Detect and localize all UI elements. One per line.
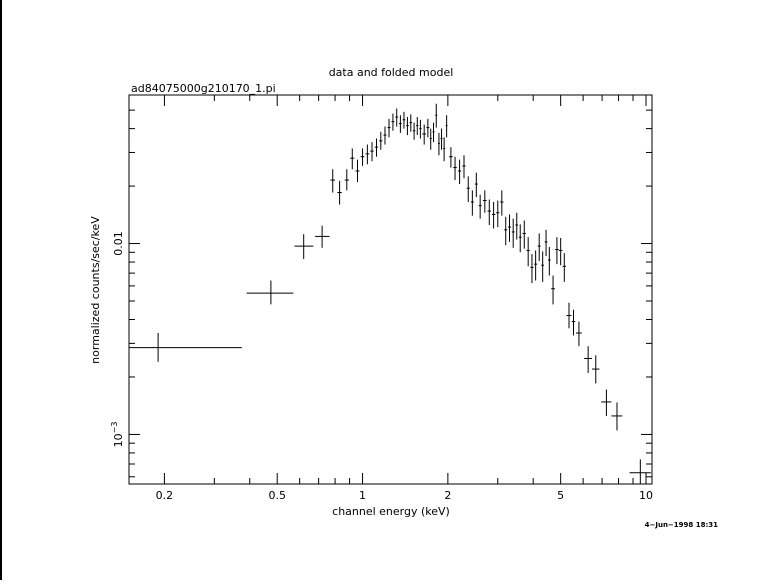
data-point — [294, 234, 314, 259]
data-point — [547, 246, 551, 276]
x-tick-label: 5 — [557, 489, 564, 502]
data-point — [629, 459, 651, 484]
y-axis-label: normalized counts/sec/keV — [89, 216, 102, 364]
data-point — [246, 280, 294, 305]
data-point — [526, 237, 530, 267]
data-point — [453, 156, 457, 181]
data-point — [555, 237, 559, 265]
data-point — [412, 122, 416, 140]
data-point — [330, 169, 336, 193]
data-point — [511, 218, 515, 248]
data-point — [466, 176, 470, 203]
data-point — [515, 212, 519, 240]
x-tick-label: 1 — [359, 489, 366, 502]
axis-ticks — [129, 95, 652, 484]
data-point — [445, 115, 448, 138]
timestamp: 4−Jun−1998 18:31 — [645, 521, 719, 529]
data-point — [571, 309, 576, 336]
plot-frame — [128, 94, 653, 485]
data-point — [537, 233, 541, 262]
window-left-border — [0, 0, 2, 580]
data-point — [419, 119, 422, 139]
x-tick-label: 2 — [444, 489, 451, 502]
data-point — [551, 275, 555, 305]
data-point — [432, 122, 435, 143]
data-point — [584, 346, 593, 373]
data-point — [399, 115, 402, 133]
data-point — [406, 117, 409, 136]
data-point — [518, 224, 522, 253]
data-point — [482, 190, 487, 213]
data-point — [478, 194, 482, 219]
x-tick-label: 0.2 — [156, 489, 174, 502]
chart-title: data and folded model — [329, 66, 454, 79]
chart-subtitle: ad84075000g210170_1.pi — [131, 82, 276, 95]
data-point — [611, 402, 623, 431]
data-point — [350, 148, 355, 170]
data-point — [374, 138, 379, 157]
data-point — [601, 389, 612, 416]
data-point — [496, 200, 500, 228]
data-point — [409, 114, 413, 132]
data-point — [344, 169, 349, 191]
data-point — [491, 202, 496, 229]
data-point — [395, 108, 399, 127]
data-point — [402, 111, 406, 129]
data-point — [416, 117, 419, 136]
data-point — [522, 220, 526, 249]
data-point — [457, 159, 462, 185]
data-point — [437, 132, 440, 156]
data-point — [592, 355, 600, 384]
data-point — [566, 302, 572, 329]
data-point — [422, 124, 427, 145]
data-point — [440, 128, 443, 150]
data-point — [534, 250, 538, 281]
data-point — [541, 251, 545, 282]
data-point — [474, 172, 478, 198]
data-point — [487, 199, 492, 226]
data-point — [435, 103, 438, 128]
data-point — [544, 229, 548, 257]
data-point — [470, 190, 474, 216]
data-point — [426, 118, 430, 138]
data-point — [429, 128, 432, 150]
data-point — [530, 254, 534, 284]
data-point — [500, 190, 504, 216]
data-point — [355, 159, 360, 183]
data-point — [315, 225, 330, 248]
data-point — [360, 148, 365, 166]
data-points — [129, 103, 651, 484]
data-point — [337, 180, 342, 205]
data-point — [558, 237, 563, 266]
x-tick-label: 10 — [639, 489, 653, 502]
data-point — [443, 137, 446, 162]
data-point — [370, 142, 374, 162]
data-point — [387, 118, 391, 138]
y-tick-label: 10−3 — [110, 422, 125, 448]
data-point — [379, 131, 383, 150]
data-point — [575, 321, 582, 347]
data-point — [129, 332, 242, 362]
data-point — [462, 155, 466, 179]
data-point — [504, 216, 508, 246]
y-tick-label: 0.01 — [112, 231, 125, 256]
data-point — [508, 214, 511, 242]
data-point — [562, 253, 566, 282]
data-point — [391, 113, 395, 131]
data-point — [383, 126, 387, 145]
x-tick-label: 0.5 — [268, 489, 286, 502]
x-axis-label: channel energy (keV) — [332, 505, 450, 518]
data-point — [449, 147, 453, 168]
y-tick-labels: 0.01 10−3 — [110, 231, 125, 447]
data-point — [365, 144, 370, 165]
x-tick-labels: 0.2 0.5 1 2 5 10 — [156, 489, 653, 502]
